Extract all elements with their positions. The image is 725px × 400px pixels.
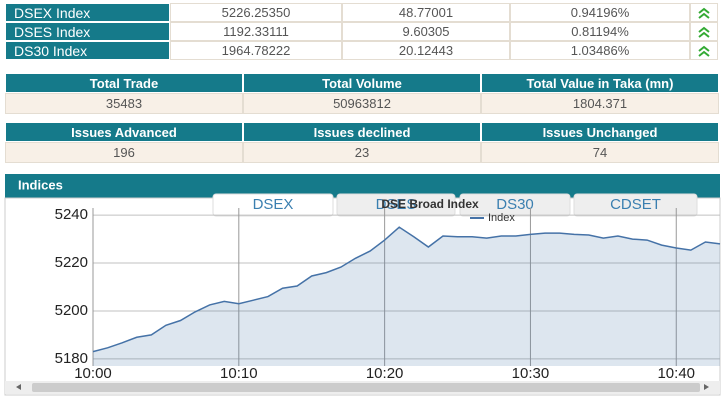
tab-label[interactable]: DSES	[376, 196, 417, 213]
up-icon	[698, 45, 710, 57]
table-header: Total Volume	[243, 73, 481, 93]
up-arrow	[690, 22, 718, 41]
series-line	[92, 226, 721, 353]
y-tick-label: 5200	[55, 302, 88, 319]
tab-label[interactable]: DSEX	[253, 196, 294, 213]
table-header: Total Trade	[5, 73, 243, 93]
index-value: 5226.25350	[170, 3, 342, 22]
table-value: 23	[243, 142, 481, 163]
table-value: 50963812	[243, 93, 481, 114]
index-name: DS30 Index	[5, 41, 170, 60]
index-name: DSEX Index	[5, 3, 170, 22]
up-arrow	[690, 3, 718, 22]
index-value: 1964.78222	[170, 41, 342, 60]
legend-label: Index	[488, 212, 515, 224]
tab-label[interactable]: DS30	[496, 196, 534, 213]
table-value: 35483	[5, 93, 243, 114]
y-tick-label: 5240	[55, 206, 88, 223]
tab[interactable]	[459, 193, 571, 217]
table-header: Issues Unchanged	[481, 122, 719, 142]
index-name: DSES Index	[5, 22, 170, 41]
index-value: 1192.33111	[170, 22, 342, 41]
table-header: Total Value in Taka (mn)	[481, 73, 719, 93]
index-value: 48.77001	[342, 3, 510, 22]
table-header: Issues declined	[243, 122, 481, 142]
up-icon	[698, 7, 710, 19]
y-tick-label: 5220	[55, 254, 88, 271]
chart-frame	[4, 197, 721, 396]
tab-label[interactable]: CDSET	[610, 196, 661, 213]
x-tick-label: 10:00	[74, 365, 112, 382]
scrollbar-thumb[interactable]	[32, 383, 700, 392]
index-value: 0.94196%	[510, 3, 690, 22]
up-arrow	[690, 41, 718, 60]
x-tick-label: 10:30	[512, 365, 550, 382]
table-value: 1804.371	[481, 93, 719, 114]
x-tick-label: 10:20	[366, 365, 404, 382]
y-tick-label: 5180	[55, 350, 88, 367]
tab[interactable]	[573, 193, 698, 217]
tooltip: DSE Broad Index	[381, 197, 479, 211]
indices-title: Indices	[18, 177, 63, 192]
index-value: 9.60305	[342, 22, 510, 41]
x-tick-label: 10:40	[657, 365, 695, 382]
table-value: 196	[5, 142, 243, 163]
x-tick-label: 10:10	[220, 365, 258, 382]
index-value: 1.03486%	[510, 41, 690, 60]
index-value: 20.12443	[342, 41, 510, 60]
table-value: 74	[481, 142, 719, 163]
tab[interactable]	[336, 193, 456, 217]
table-header: Issues Advanced	[5, 122, 243, 142]
index-value: 0.81194%	[510, 22, 690, 41]
tab[interactable]	[212, 193, 334, 217]
up-icon	[698, 26, 710, 38]
area-fill	[93, 227, 720, 366]
